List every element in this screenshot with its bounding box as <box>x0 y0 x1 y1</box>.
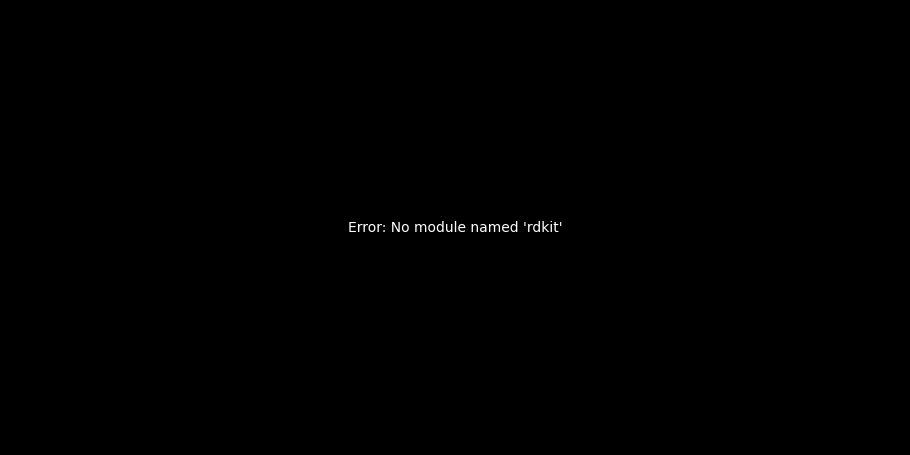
Text: Error: No module named 'rdkit': Error: No module named 'rdkit' <box>348 221 562 234</box>
